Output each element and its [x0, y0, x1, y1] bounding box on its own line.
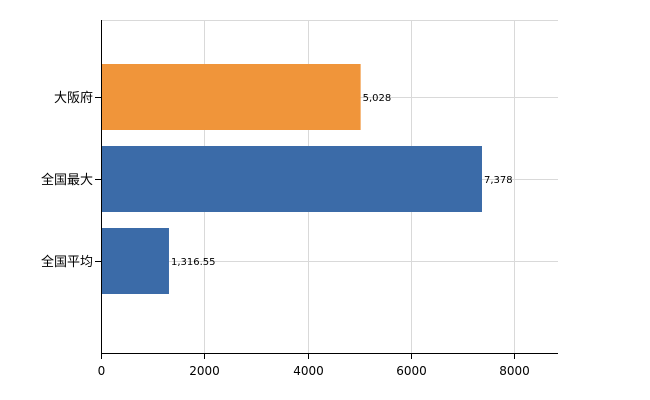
data-label: 7,378 — [484, 175, 513, 186]
bar — [101, 146, 482, 212]
bar — [101, 64, 361, 130]
category-label: 全国平均 — [41, 254, 93, 270]
data-label: 1,316.55 — [171, 257, 216, 268]
x-tick-label: 4000 — [293, 364, 324, 378]
category-label: 全国最大 — [41, 172, 93, 188]
axes — [101, 20, 558, 354]
bars — [101, 64, 482, 294]
data-labels: 5,028 7,378 1,316.55 — [171, 93, 513, 268]
x-tick-label: 8000 — [499, 364, 530, 378]
bar — [101, 228, 169, 294]
x-axis-ticks: 0 2000 4000 6000 8000 — [98, 353, 530, 378]
x-tick-label: 2000 — [189, 364, 220, 378]
category-label: 大阪府 — [54, 91, 93, 106]
x-tick-label: 6000 — [396, 364, 427, 378]
data-label: 5,028 — [363, 93, 392, 104]
x-tick-label: 0 — [98, 364, 106, 378]
